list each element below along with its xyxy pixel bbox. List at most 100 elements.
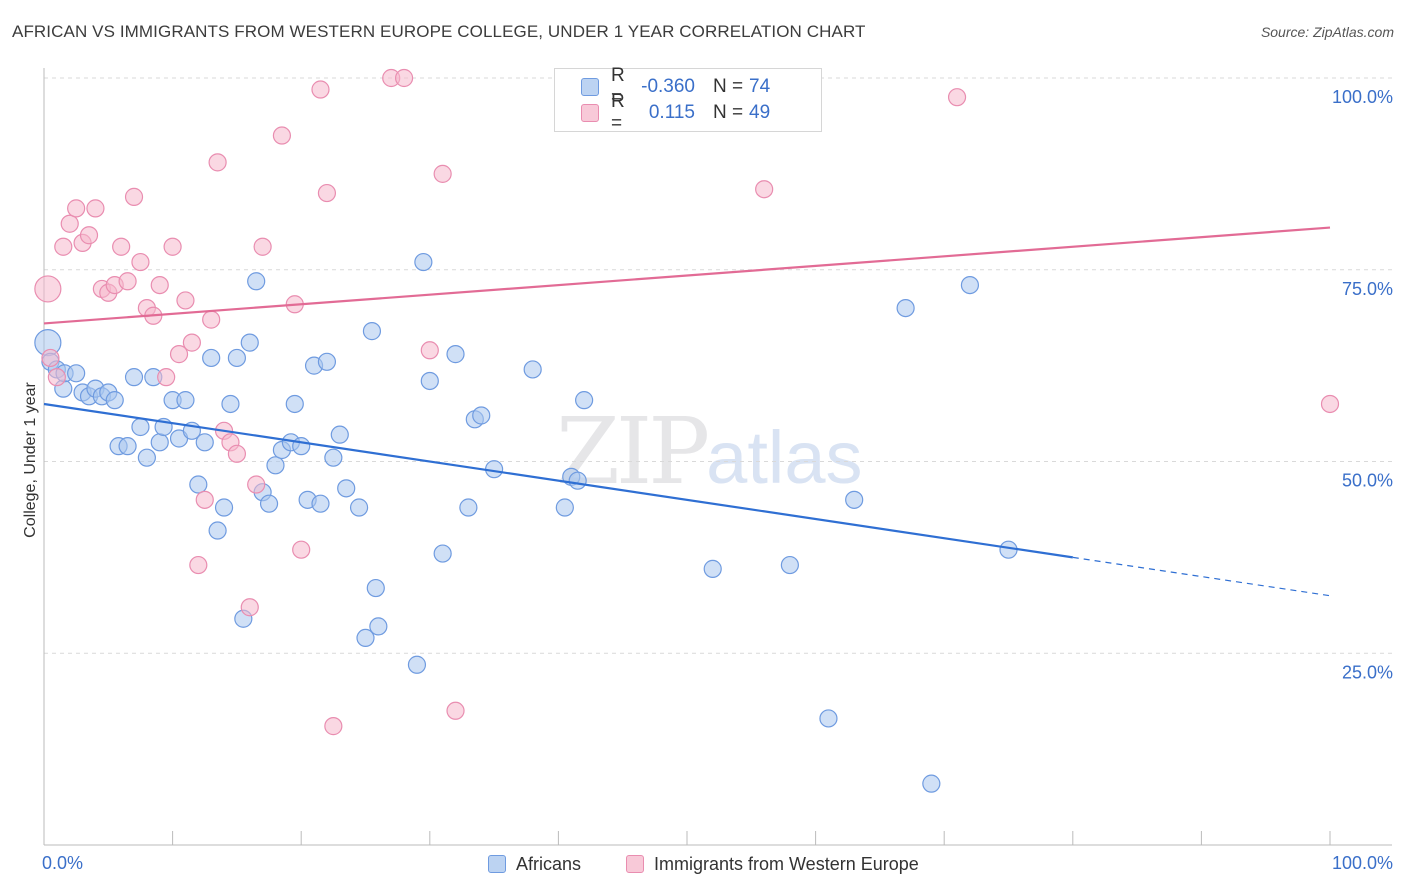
point-western-europe [150,275,169,295]
point-africans [292,437,311,456]
point-africans [366,578,385,598]
legend-r-value-1: -0.360 [641,76,695,97]
x-tick-label-max: 100.0% [1332,853,1393,873]
point-western-europe [253,237,272,256]
legend-swatch-pink [581,104,599,122]
legend-r-label-1: R = [611,65,625,108]
legend-n-label-1: N = [713,76,744,97]
point-africans [330,425,349,444]
y-tick-label: 75.0% [1342,279,1393,299]
bottom-legend-western-europe: Immigrants from Western Europe [626,852,919,876]
point-africans [349,498,369,517]
bottom-legend-africans: Africans [488,852,581,876]
point-africans [337,479,356,498]
point-western-europe [195,490,214,509]
tick-labels: 25.0% 50.0% 75.0% 100.0% 0.0% 100.0% [42,87,1393,873]
point-africans [960,275,980,295]
point-africans [124,368,144,387]
point-africans [845,490,864,509]
point-africans [214,498,234,517]
point-africans [362,322,382,341]
point-africans [189,475,208,494]
y-axis-label: College, Under 1 year [22,382,39,538]
source-label: Source: ZipAtlas.com [1260,24,1394,40]
point-africans [195,433,214,452]
point-western-europe [1320,394,1340,414]
legend-swatch-blue [581,78,599,96]
point-africans [202,348,221,368]
point-africans [523,360,542,379]
data-points [34,68,1340,793]
point-western-europe [292,540,311,559]
point-western-europe [124,187,144,206]
point-africans [105,391,124,410]
point-africans [433,544,452,563]
point-western-europe [163,237,182,256]
point-western-europe [79,226,99,245]
point-western-europe [112,237,131,256]
point-africans [259,494,279,513]
point-africans [459,498,478,517]
point-western-europe [189,555,208,575]
point-western-europe [755,180,774,199]
point-africans [311,494,330,513]
legend-n-value-2: 49 [749,102,771,123]
point-africans [317,352,337,371]
point-africans [67,364,86,383]
point-africans [176,391,195,410]
point-africans [446,345,465,364]
point-western-europe [947,88,967,107]
point-western-europe [41,348,60,368]
point-western-europe [118,272,137,291]
trend-line-africans-extension [1072,556,1331,597]
point-africans [227,348,246,368]
point-western-europe [420,341,439,360]
point-africans [150,433,169,452]
point-western-europe [34,275,62,303]
point-western-europe [67,199,86,218]
x-tick-label-min: 0.0% [42,853,83,873]
point-africans [472,406,491,425]
point-western-europe [247,475,266,494]
point-western-europe [240,598,259,617]
point-africans [780,555,799,575]
point-africans [285,394,304,414]
point-africans [137,448,156,467]
point-africans [555,498,574,517]
point-western-europe [176,291,195,310]
point-africans [266,456,285,475]
point-western-europe [317,183,337,203]
point-africans [568,471,587,490]
point-western-europe [272,126,292,145]
bottom-legend-label-africans: Africans [516,853,582,874]
point-africans [896,299,915,318]
point-africans [208,521,227,540]
point-western-europe [86,199,105,218]
point-western-europe [227,444,246,463]
bottom-legend-label-western-europe: Immigrants from Western Europe [654,853,919,874]
point-africans [819,709,838,728]
watermark-atlas: atlas [706,416,863,499]
point-western-europe [324,717,343,736]
legend-n-label-2: N = [713,102,744,123]
point-western-europe [131,252,150,272]
point-western-europe [157,368,176,387]
point-western-europe [208,153,227,172]
trend-lines [43,226,1331,597]
point-western-europe [169,345,189,364]
point-africans [247,272,266,291]
point-africans [407,655,427,674]
chart-title: AFRICAN VS IMMIGRANTS FROM WESTERN EUROP… [12,22,866,41]
bottom-legend-swatch-pink [626,855,644,873]
y-tick-label: 50.0% [1342,471,1393,491]
point-africans [575,391,594,410]
point-africans [356,628,375,648]
correlation-legend: R = -0.360 N = 74 R = 0.115 N = 49 [554,65,822,134]
point-western-europe [202,310,221,329]
bottom-legend-swatch-blue [488,855,506,873]
y-tick-label: 100.0% [1332,87,1393,107]
legend-r-label-2: R = [611,91,625,134]
point-western-europe [182,333,201,352]
point-africans [221,394,240,414]
